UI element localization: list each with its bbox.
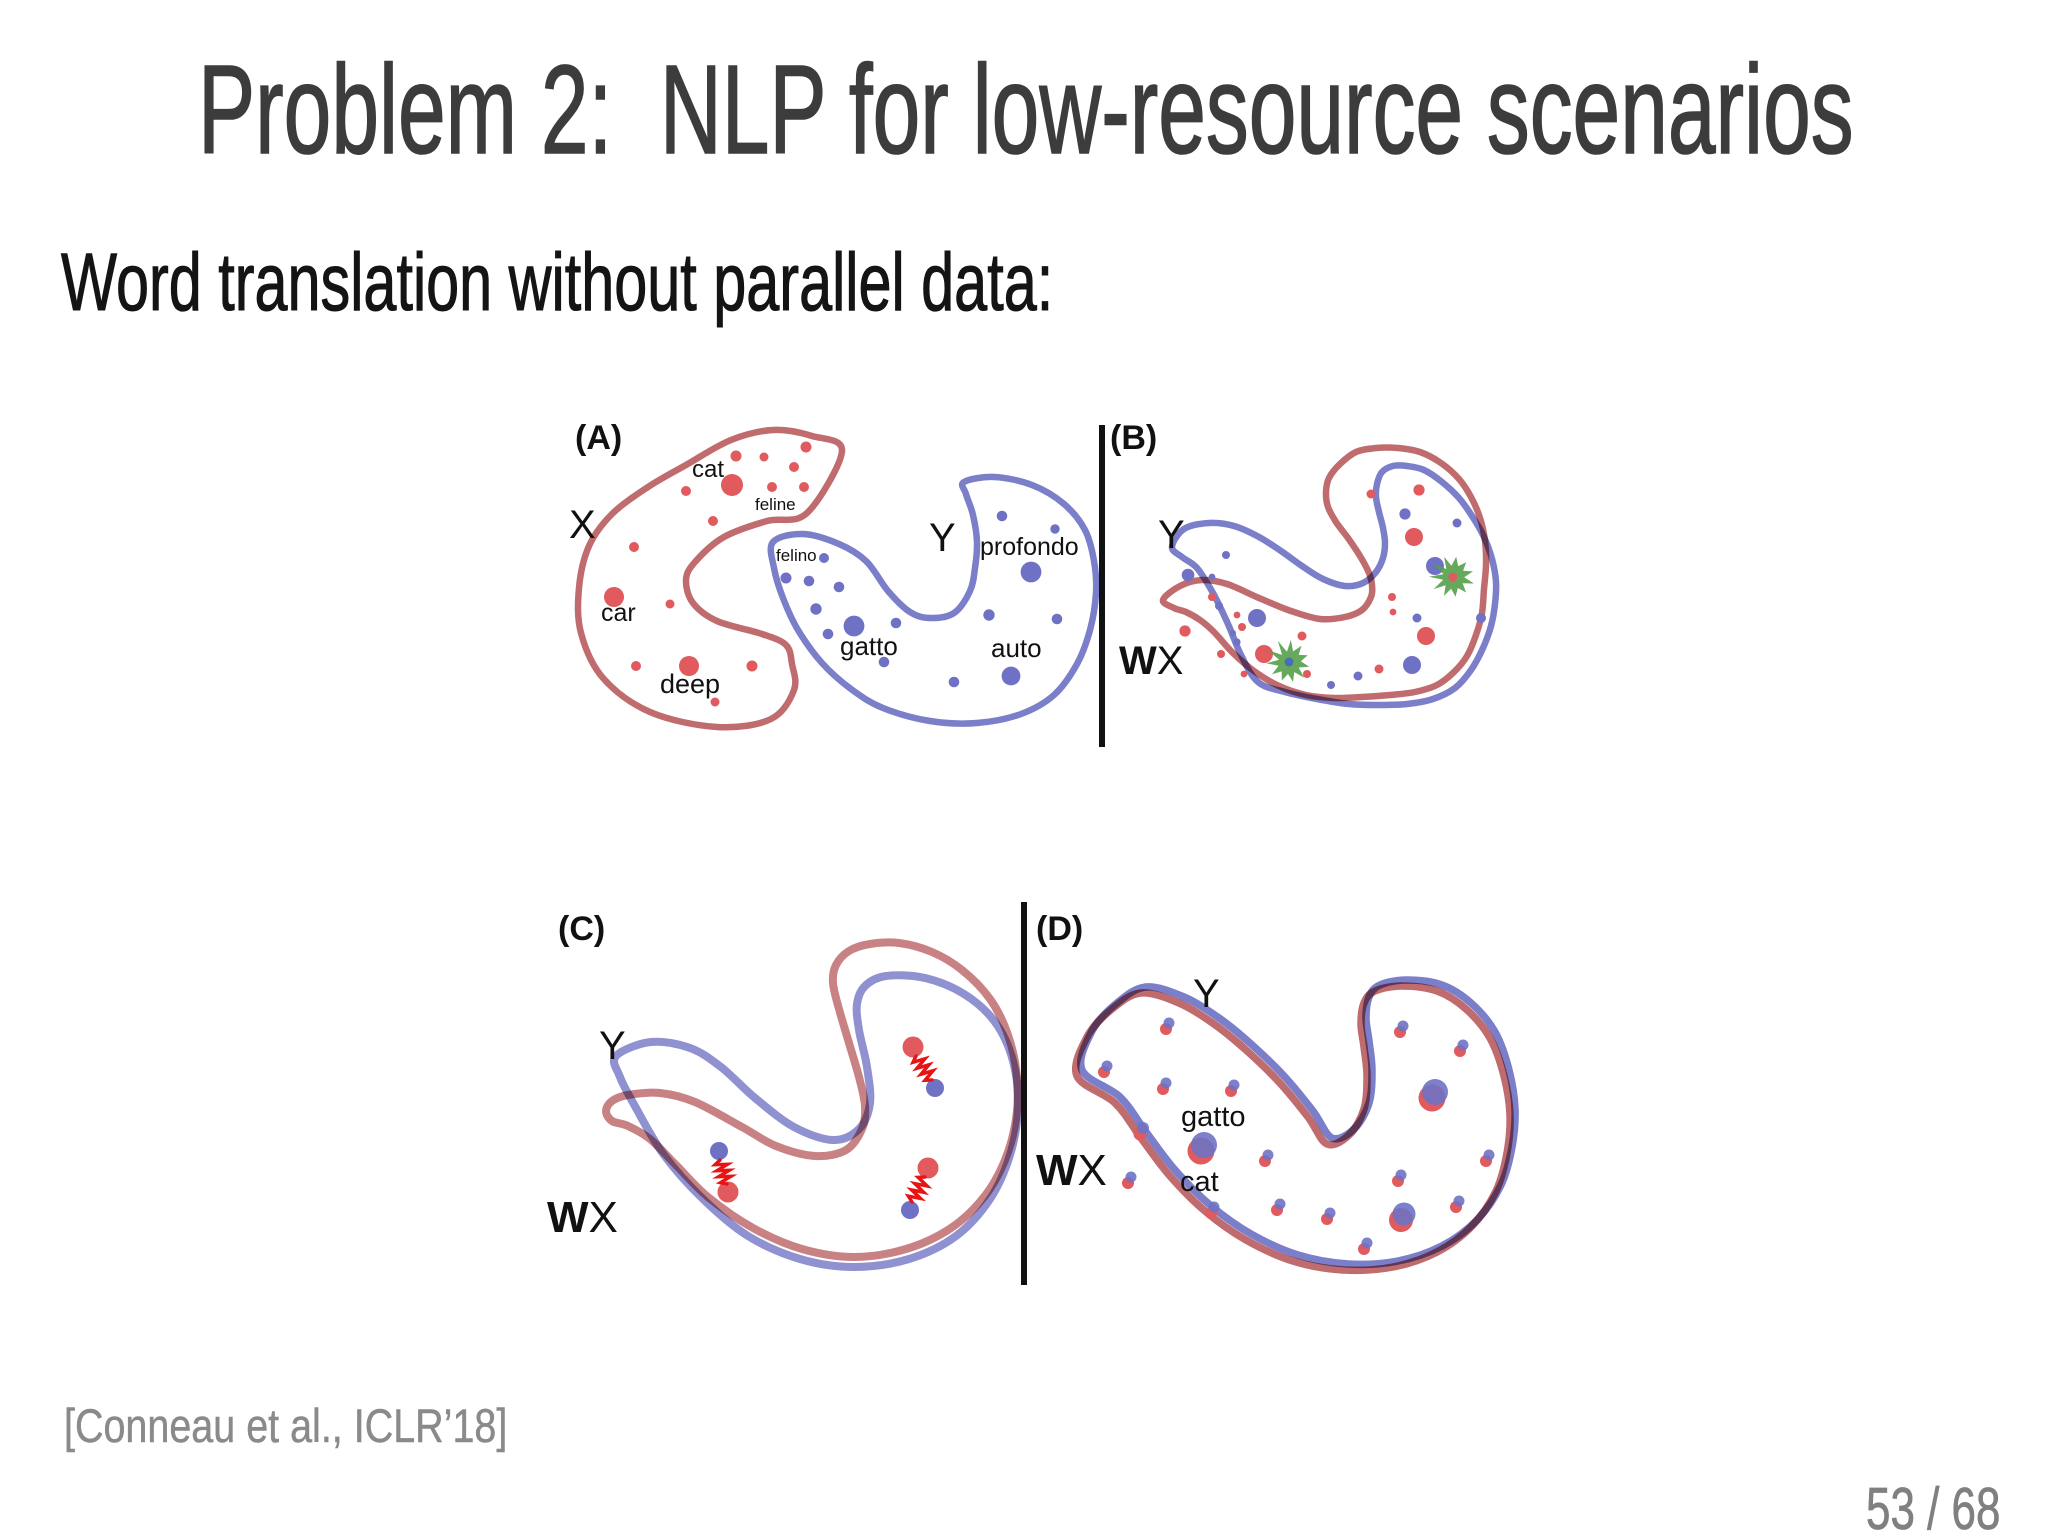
svg-text:Y: Y: [1193, 972, 1220, 1016]
svg-text:Y: Y: [1158, 513, 1185, 557]
svg-text:WX: WX: [1119, 639, 1183, 683]
svg-text:car: car: [601, 599, 636, 627]
svg-text:feline: feline: [755, 495, 796, 514]
svg-text:cat: cat: [1180, 1166, 1219, 1198]
svg-text:(D): (D): [1036, 910, 1083, 948]
svg-text:X: X: [569, 503, 596, 547]
svg-text:auto: auto: [991, 633, 1042, 663]
svg-text:cat: cat: [692, 456, 724, 483]
svg-text:(A): (A): [575, 419, 622, 457]
svg-text:(C): (C): [558, 910, 605, 948]
svg-text:(B): (B): [1110, 419, 1157, 457]
svg-text:gatto: gatto: [1181, 1101, 1246, 1133]
svg-text:WX: WX: [1036, 1146, 1107, 1195]
svg-text:Y: Y: [929, 516, 956, 560]
svg-text:profondo: profondo: [980, 533, 1079, 561]
svg-text:deep: deep: [660, 669, 720, 699]
svg-text:felino: felino: [776, 546, 817, 565]
svg-text:Y: Y: [599, 1024, 626, 1068]
svg-text:gatto: gatto: [840, 631, 898, 661]
svg-text:WX: WX: [547, 1193, 618, 1242]
